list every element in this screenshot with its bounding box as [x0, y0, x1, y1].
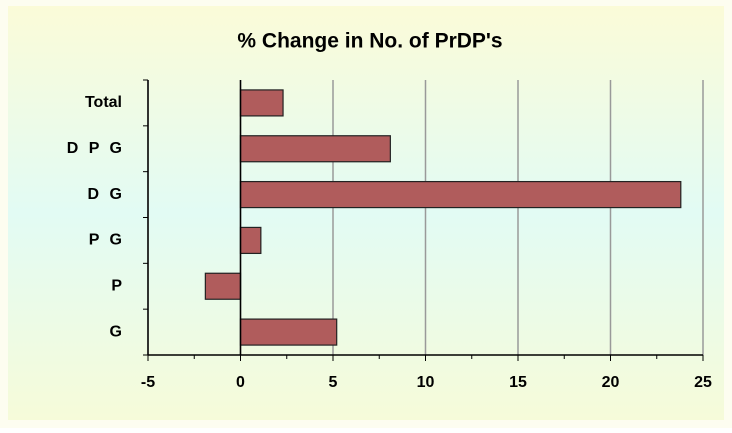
chart-background — [8, 6, 724, 420]
x-tick-label: 15 — [509, 374, 527, 391]
y-tick-label: D P G — [67, 140, 122, 157]
x-tick-label: 5 — [329, 374, 338, 391]
bar — [239, 318, 338, 346]
x-tick-label: 10 — [417, 374, 435, 391]
bar — [239, 89, 284, 117]
chart-title: % Change in No. of PrDP's — [237, 30, 502, 53]
y-tick-label: P — [111, 277, 122, 294]
x-tick-label: 0 — [236, 374, 245, 391]
bar — [239, 180, 682, 209]
y-tick-label: D G — [88, 186, 122, 203]
x-tick-label: 20 — [602, 374, 620, 391]
y-tick-label: P G — [89, 232, 122, 249]
x-tick-label: 25 — [694, 374, 712, 391]
x-tick-label: -5 — [141, 374, 155, 391]
y-tick-label: Total — [85, 94, 122, 111]
bar — [204, 272, 242, 300]
bar — [239, 226, 262, 255]
y-tick-label: G — [110, 323, 122, 340]
bar — [239, 135, 391, 163]
